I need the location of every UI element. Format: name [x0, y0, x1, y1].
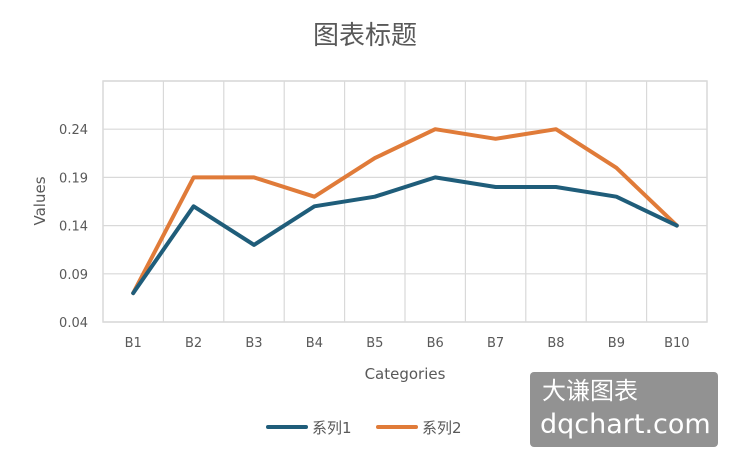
plot-area [102, 80, 708, 323]
x-axis-title: Categories [365, 365, 446, 383]
watermark-line2: dqchart.com [540, 409, 711, 440]
x-tick-label: B4 [306, 336, 323, 351]
series-line-1 [131, 175, 679, 296]
x-tick-label: B3 [245, 336, 262, 351]
series-layer [131, 127, 679, 296]
x-tick-label: B10 [664, 336, 689, 351]
x-tick-label: B9 [608, 336, 625, 351]
y-axis: 0.04 0.09 0.14 0.19 0.24 [59, 123, 88, 331]
legend-label-2: 系列2 [422, 419, 462, 437]
y-tick-label: 0.19 [59, 171, 88, 186]
series-line-2 [131, 127, 679, 296]
x-tick-label: B5 [366, 336, 383, 351]
x-tick-label: B2 [185, 336, 202, 351]
y-tick-label: 0.09 [59, 268, 88, 283]
legend: 系列1 系列2 [266, 419, 462, 437]
y-tick-label: 0.04 [59, 316, 88, 331]
chart-title: 图表标题 [313, 21, 417, 51]
x-tick-label: B6 [427, 336, 444, 351]
x-tick-label: B8 [547, 336, 564, 351]
y-axis-title: Values [31, 176, 49, 225]
watermark: 大谦图表 dqchart.com [530, 372, 718, 447]
watermark-line1: 大谦图表 [542, 377, 638, 405]
legend-label-1: 系列1 [312, 419, 352, 437]
x-tick-label: B1 [125, 336, 142, 351]
y-tick-label: 0.14 [59, 220, 88, 235]
x-tick-label: B7 [487, 336, 504, 351]
y-tick-label: 0.24 [59, 123, 88, 138]
x-axis: B1 B2 B3 B4 B5 B6 B7 B8 B9 B10 [125, 336, 690, 351]
grid [103, 80, 707, 323]
